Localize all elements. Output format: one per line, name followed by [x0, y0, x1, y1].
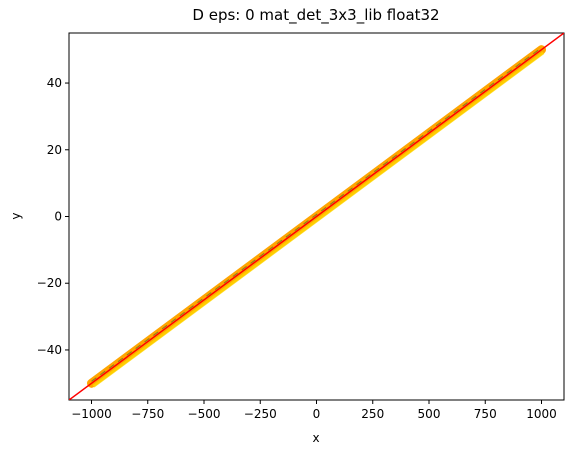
x-tick-label: −500: [188, 407, 221, 421]
x-tick-label: 750: [474, 407, 497, 421]
x-tick-label: −250: [244, 407, 277, 421]
x-axis: −1000 −750 −500 −250 0 250 500 750 1000: [71, 400, 557, 421]
y-tick-label: −20: [37, 276, 62, 290]
data-series-edge: [91, 47, 542, 382]
x-tick-label: 250: [361, 407, 384, 421]
x-tick-label: 500: [418, 407, 441, 421]
data-series-highlight: [92, 51, 545, 388]
y-tick-label: −40: [37, 343, 62, 357]
reference-line: [69, 33, 564, 400]
y-tick-label: 0: [54, 210, 62, 224]
series-layer: [69, 33, 564, 400]
x-tick-label: −1000: [71, 407, 112, 421]
chart-title: D eps: 0 mat_det_3x3_lib float32: [192, 6, 439, 25]
y-tick-label: 40: [47, 76, 62, 90]
x-tick-label: 0: [313, 407, 321, 421]
y-axis-label: y: [9, 212, 23, 219]
x-tick-label: −750: [131, 407, 164, 421]
x-axis-label: x: [312, 431, 319, 445]
x-tick-label: 1000: [526, 407, 557, 421]
y-tick-label: 20: [47, 143, 62, 157]
y-axis: −40 −20 0 20 40: [37, 76, 69, 357]
